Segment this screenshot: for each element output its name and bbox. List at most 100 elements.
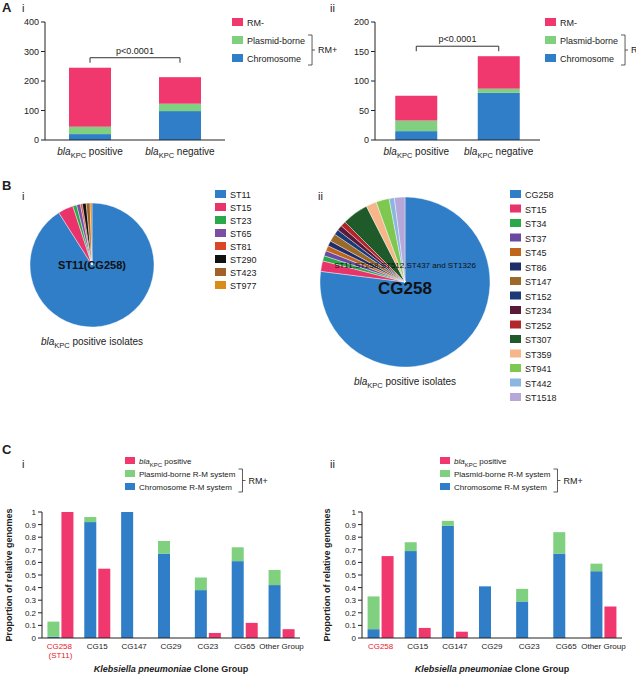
legend-swatch xyxy=(215,255,226,263)
bar xyxy=(456,632,468,638)
y-tick xyxy=(38,537,42,538)
legend-label: ST359 xyxy=(525,350,552,360)
bar-segment xyxy=(69,127,111,134)
legend-swatch xyxy=(125,470,135,477)
legend-label: blaKPC positive xyxy=(139,457,192,468)
y-tick-label: 0.4 xyxy=(25,584,37,593)
category-label: CG65 xyxy=(556,642,577,651)
y-axis-label: Proportion of relative genomes xyxy=(4,508,14,641)
legend: blaKPC positivePlasmid-borne R-M systemC… xyxy=(125,457,268,492)
y-tick-label: 150 xyxy=(354,47,369,57)
legend: ST11ST15ST23ST65ST81ST290ST423ST977 xyxy=(215,190,257,291)
y-tick xyxy=(38,512,42,513)
y-tick-label: 0.3 xyxy=(345,596,357,605)
y-tick-label: 300 xyxy=(24,47,39,57)
legend-label: ST11 xyxy=(230,190,251,200)
bar-segment xyxy=(553,532,565,553)
y-tick xyxy=(358,537,362,538)
text-part: bla xyxy=(454,457,465,466)
legend: RM-Plasmid-borneChromosomeRM+ xyxy=(545,18,636,65)
y-tick-label: 0 xyxy=(352,634,357,643)
legend-label: ST81 xyxy=(230,242,252,252)
x-axis xyxy=(42,638,300,639)
legend-swatch xyxy=(125,483,135,490)
legend-swatch xyxy=(545,18,556,26)
panel-label: B xyxy=(2,178,11,193)
category-label: CG15 xyxy=(407,642,428,651)
legend-label: Chromosome xyxy=(247,54,301,64)
legend-swatch xyxy=(510,335,521,343)
pie-slice xyxy=(82,203,92,265)
text-part: KPC xyxy=(159,151,175,160)
significance-bracket xyxy=(416,46,499,51)
y-tick-label: 0.7 xyxy=(25,546,37,555)
y-tick xyxy=(38,638,42,639)
y-tick xyxy=(371,51,375,52)
legend-label: ST977 xyxy=(230,281,257,291)
text-part: KPC xyxy=(71,151,87,160)
legend-label: ST152 xyxy=(525,292,552,302)
text-part: positive xyxy=(412,146,449,157)
bar-segment xyxy=(478,89,520,93)
y-tick-label: 0.5 xyxy=(345,571,357,580)
panel-label: C xyxy=(2,442,12,457)
chart: iST11(CG258)blaKPC positive isolatesST11… xyxy=(22,190,257,350)
legend-label: RM- xyxy=(560,18,577,28)
legend-swatch xyxy=(510,364,521,372)
y-tick xyxy=(38,587,42,588)
text-part: Klebsiella pneumoniae xyxy=(415,664,513,674)
legend-swatch xyxy=(510,379,521,387)
category-label: CG15 xyxy=(87,642,108,651)
text-part: KPC xyxy=(397,151,413,160)
y-tick-label: 0.5 xyxy=(25,571,37,580)
subpanel-label: ii xyxy=(330,2,335,14)
y-tick xyxy=(358,587,362,588)
panel-label: A xyxy=(2,0,12,15)
legend-label: ST65 xyxy=(230,229,252,239)
y-tick-label: 0.2 xyxy=(345,609,357,618)
y-tick-label: 200 xyxy=(354,17,369,27)
bar xyxy=(98,569,110,638)
y-tick xyxy=(38,562,42,563)
category-label: CG29 xyxy=(482,642,503,651)
subpanel-label: i xyxy=(22,458,24,470)
bar-segment xyxy=(442,526,454,638)
legend-bracket xyxy=(238,469,245,492)
bar xyxy=(209,633,221,638)
y-tick xyxy=(358,549,362,550)
legend-swatch xyxy=(510,248,521,256)
chart: iCG258 (ST11)CG15CG147CG29CG23CG65Other … xyxy=(4,457,304,674)
bar xyxy=(382,556,394,638)
bar-segment xyxy=(395,131,437,140)
legend-group-label: RM+ xyxy=(631,45,636,55)
bars xyxy=(47,512,294,638)
text-part: positive xyxy=(477,457,507,466)
y-tick-label: 0.6 xyxy=(345,558,357,567)
y-tick-label: 200 xyxy=(24,76,39,86)
figure: ABCiblaKPC positiveblaKPC negative010020… xyxy=(0,0,636,684)
category-label: CG23 xyxy=(519,642,540,651)
y-tick xyxy=(371,22,375,23)
y-tick-label: 1 xyxy=(32,508,37,517)
legend-label: ST290 xyxy=(230,255,257,265)
bar-segment xyxy=(479,586,491,587)
category-label: CG147 xyxy=(442,642,468,651)
subpanel-label: ii xyxy=(318,190,323,202)
legend-label: ST23 xyxy=(230,216,252,226)
y-tick xyxy=(38,600,42,601)
bar-segment xyxy=(232,561,244,638)
text-part: Klebsiella pneumoniae xyxy=(94,664,192,674)
legend-swatch xyxy=(215,242,226,250)
y-tick xyxy=(41,22,45,23)
text-part: KPC xyxy=(150,462,163,468)
pie-annotation: ST11(CG258) xyxy=(58,259,126,271)
bars xyxy=(368,521,617,638)
text-part: bla xyxy=(41,336,55,347)
bar-segment xyxy=(121,512,133,513)
y-tick xyxy=(41,110,45,111)
bar xyxy=(246,623,258,638)
text-part: bla xyxy=(464,146,478,157)
y-tick xyxy=(38,612,42,613)
y-axis-label: Proportion of relative genomes xyxy=(322,508,332,641)
bar-segment xyxy=(269,570,281,585)
